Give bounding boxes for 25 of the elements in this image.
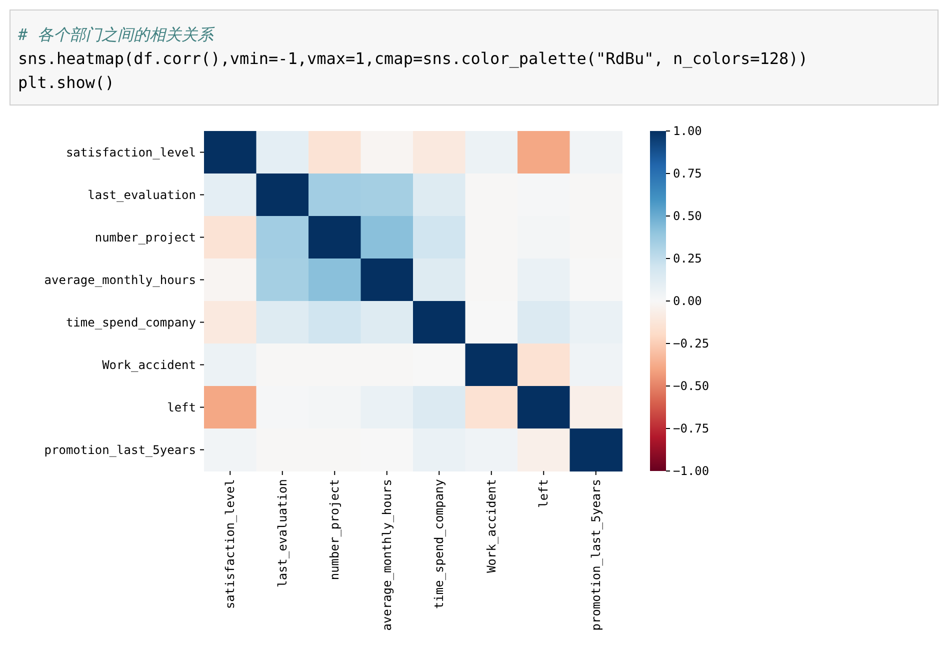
x-tick-label: last_evaluation — [275, 479, 290, 588]
y-tick-label: Work_accident — [102, 358, 196, 372]
y-tick-label: number_project — [94, 230, 196, 244]
x-tick-label: number_project — [328, 479, 342, 580]
x-tick-label: left — [536, 479, 551, 508]
color-bar-label: 0.25 — [673, 252, 702, 266]
color-bar-label: 1.00 — [673, 124, 702, 138]
y-tick-label: left — [167, 400, 196, 414]
code-cell: # 各个部门之间的相关关系 sns.heatmap(df.corr(),vmin=-1,vmax=1,cmap=sns.color_palette("RdBu", n_colors=128)) plt.show() — [10, 10, 938, 106]
x-tick-label: Work_accident — [484, 479, 498, 573]
x-tick-label: promotion_last_5years — [588, 479, 603, 631]
y-tick-label: last_evaluation — [88, 188, 196, 202]
color-bar-label: −0.75 — [673, 422, 710, 436]
color-bar-label: 0.00 — [673, 294, 702, 308]
y-tick-label: time_spend_company — [66, 315, 196, 330]
x-tick-label: average_monthly_hours — [380, 479, 394, 631]
color-bar-label: 0.50 — [673, 209, 702, 223]
color-bar-label: −0.25 — [673, 336, 710, 350]
x-tick-label: time_spend_company — [432, 479, 446, 610]
y-tick-label: average_monthly_hours — [44, 272, 196, 287]
color-bar-label: 0.75 — [673, 166, 702, 180]
y-tick-label: promotion_last_5years — [44, 442, 196, 457]
y-tick-label: satisfaction_level — [66, 145, 196, 160]
color-bar-label: −1.00 — [673, 464, 710, 478]
color-bar-label: −0.50 — [673, 379, 710, 393]
